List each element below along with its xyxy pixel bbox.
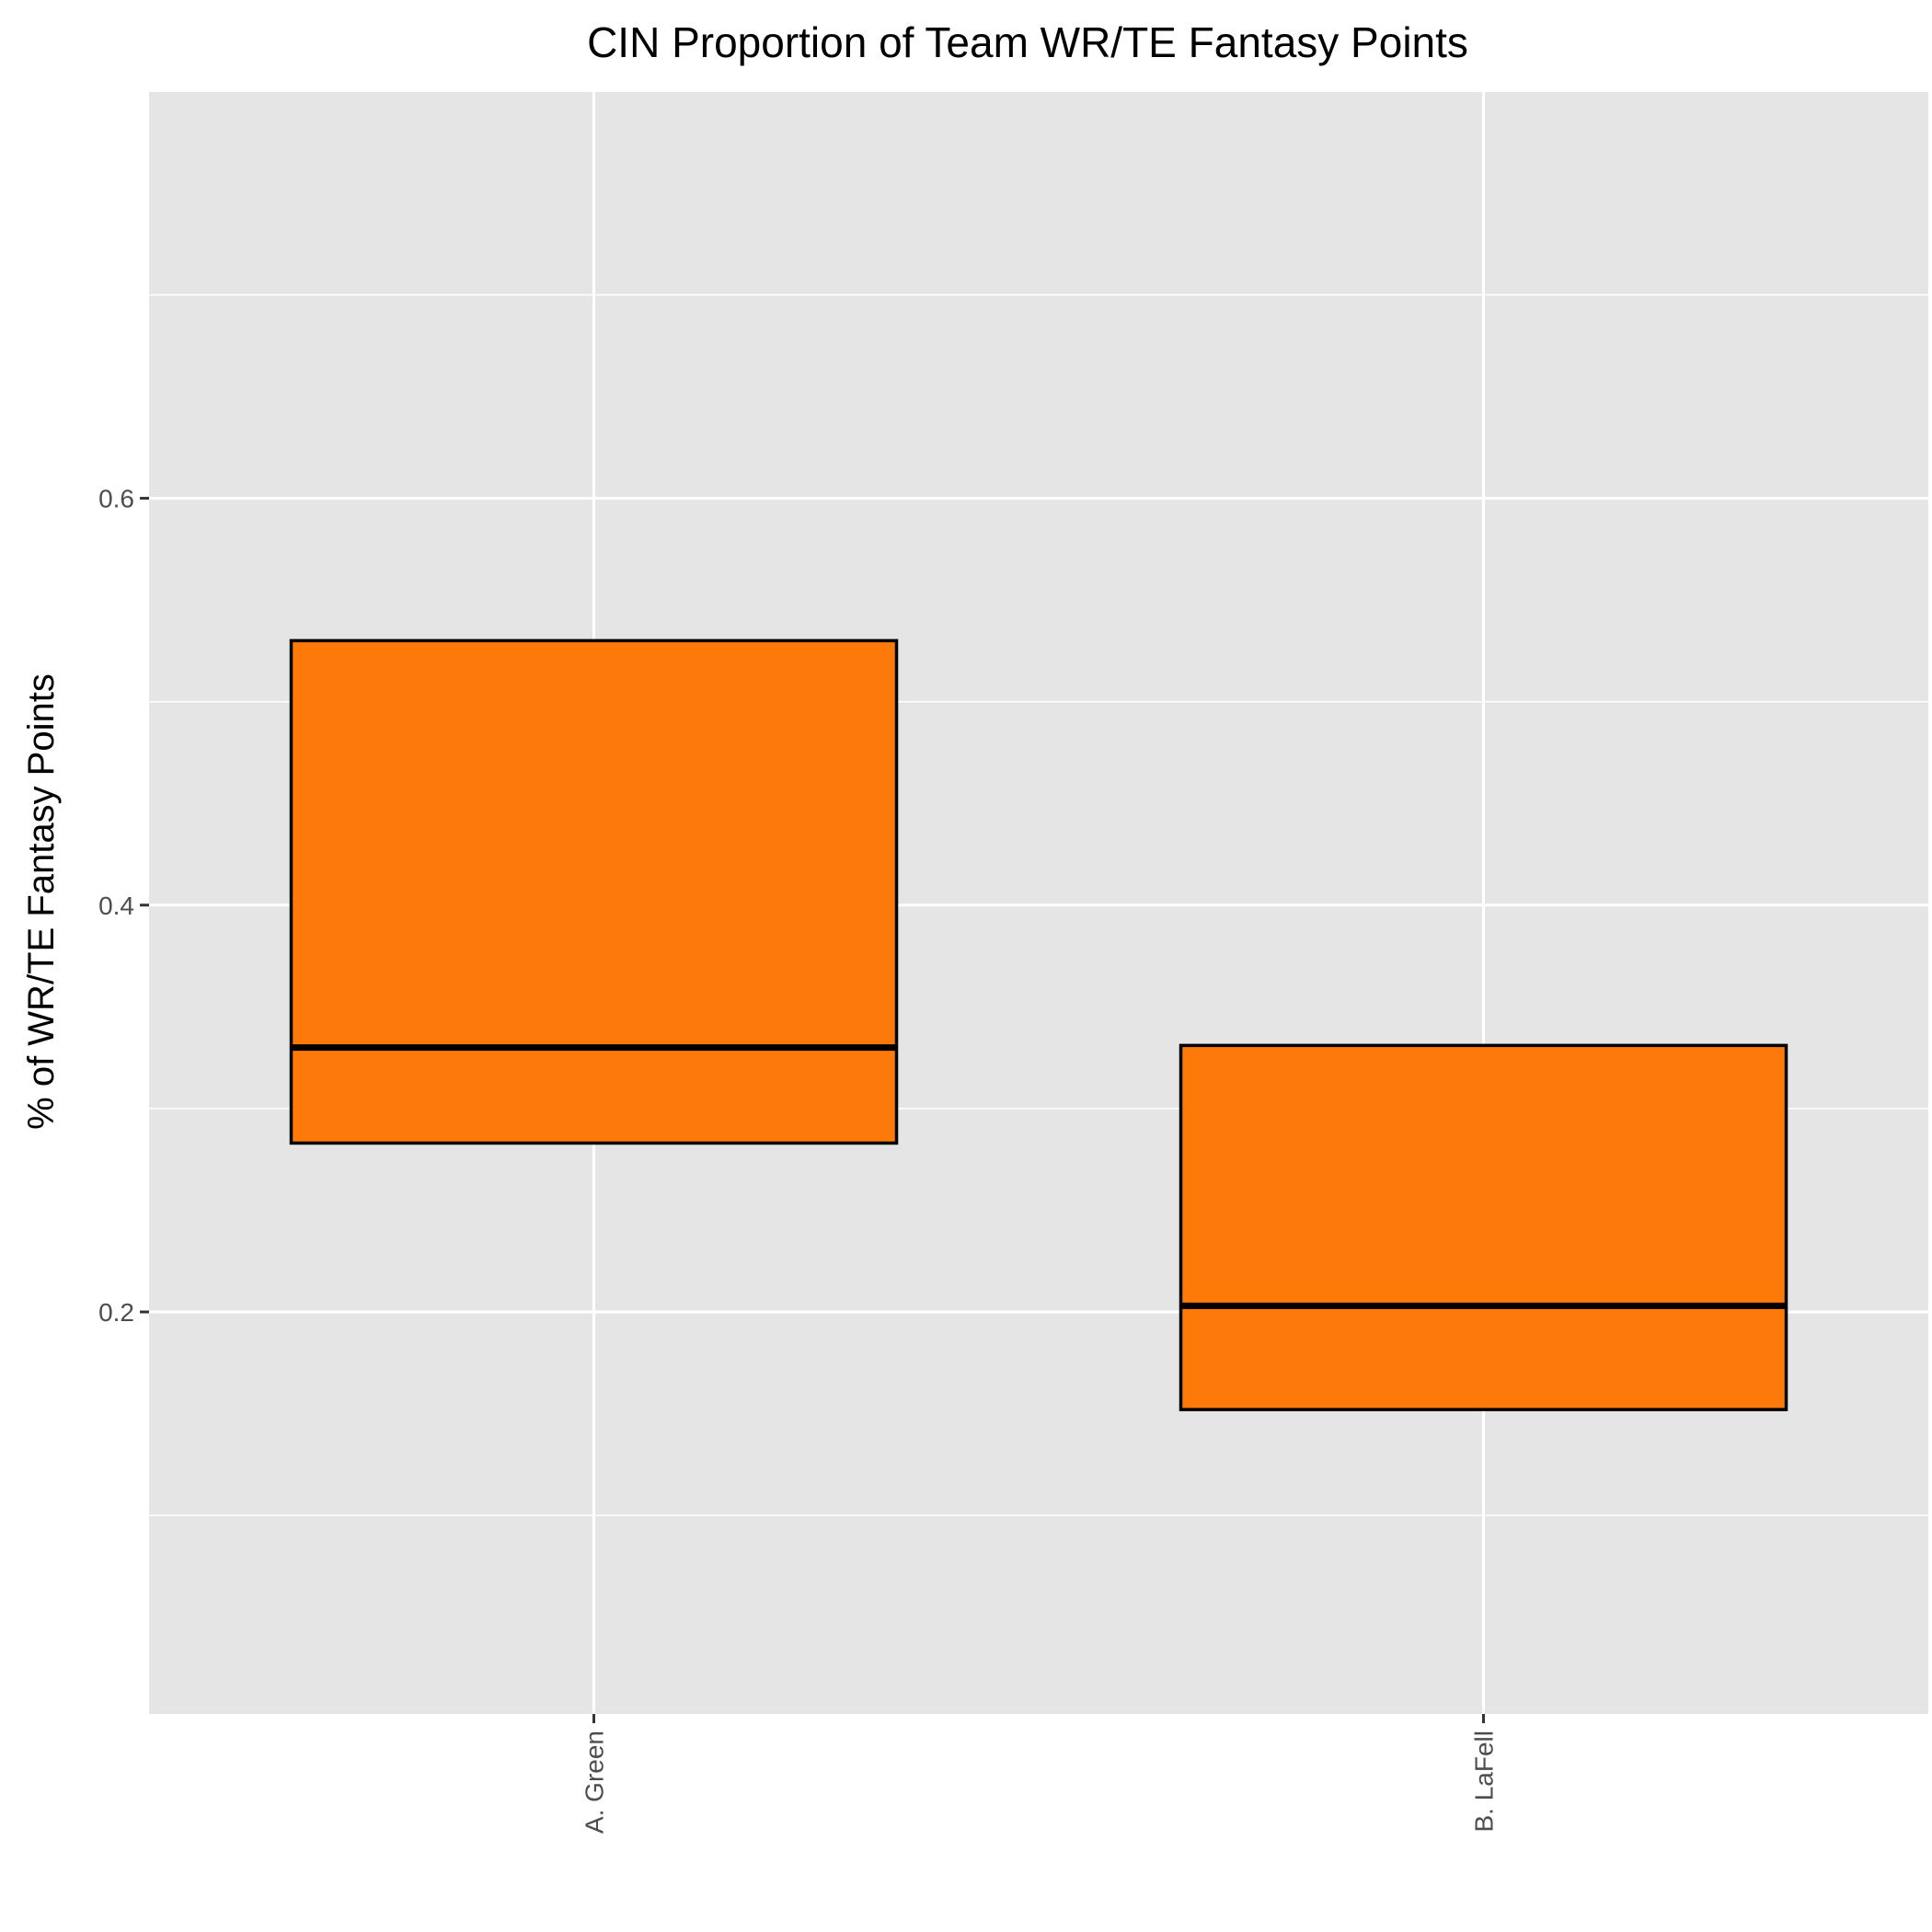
y-tick-label: 0.6 [98,485,134,513]
x-tick-label: A. Green [581,1731,609,1834]
chart-title: CIN Proportion of Team WR/TE Fantasy Poi… [587,18,1468,66]
y-axis-label: % of WR/TE Fantasy Points [21,673,62,1130]
box-iqr [1179,1043,1788,1411]
y-axis: 0.2 0.4 0.6 [98,485,149,1327]
box-1 [289,638,899,1145]
box-2 [1179,1043,1788,1411]
x-tick-label: B. LaFell [1470,1731,1499,1833]
box-iqr [289,638,899,1145]
boxes [289,638,1788,1411]
y-tick-label: 0.2 [98,1298,134,1327]
x-axis: A. Green B. LaFell [581,1714,1499,1834]
y-tick-label: 0.4 [98,891,134,920]
